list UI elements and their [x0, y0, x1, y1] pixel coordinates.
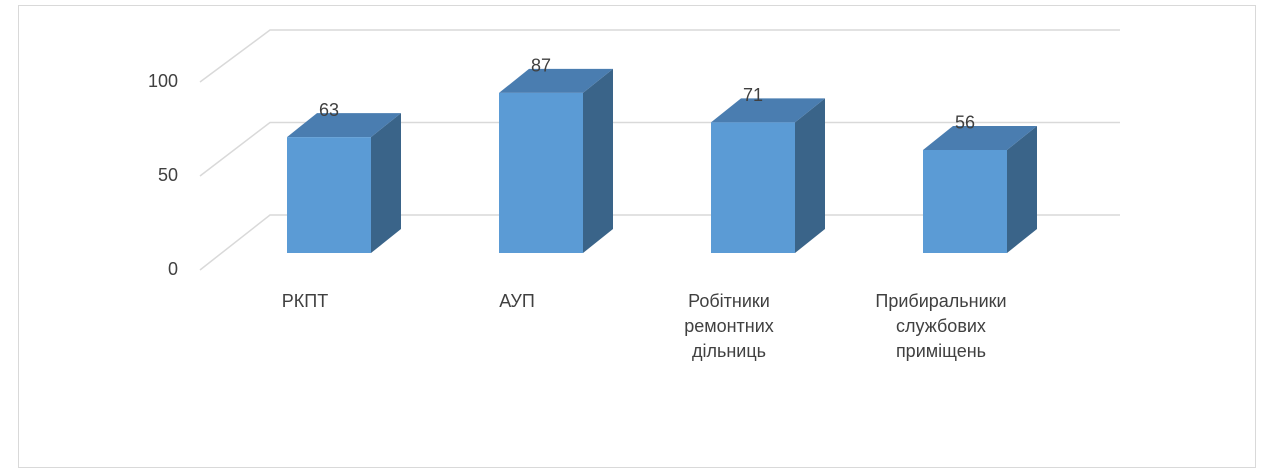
x-tick-label: РКПТ [281, 291, 329, 311]
bar-top [711, 98, 825, 123]
x-tick-label: Робітники ремонтних дільниць [684, 291, 774, 361]
y-tick-label: 100 [148, 71, 178, 91]
bar [711, 98, 825, 253]
bar-top [923, 125, 1037, 150]
bar-side [795, 98, 825, 253]
bar-front [711, 122, 795, 253]
bar-side [371, 113, 401, 253]
value-label: 87 [531, 56, 551, 76]
value-label: 71 [743, 85, 763, 105]
chart-border [18, 5, 1256, 468]
bar-front [923, 149, 1007, 253]
value-label: 63 [319, 100, 339, 120]
y-tick-label: 0 [168, 259, 178, 279]
x-tick-label: АУП [499, 291, 535, 311]
x-tick-label: Прибиральники службових приміщень [875, 291, 1007, 361]
bar [923, 125, 1037, 253]
grid-line [199, 29, 1120, 83]
bar-top [287, 113, 401, 138]
bar-front [287, 137, 371, 253]
grid-line [199, 214, 1120, 271]
grid-line [199, 121, 1120, 177]
bar-side [583, 68, 613, 253]
value-label: 56 [955, 113, 975, 133]
bar [287, 113, 401, 253]
bar-top [499, 68, 613, 93]
bar-side [1007, 125, 1037, 253]
bar-front [499, 92, 583, 253]
y-tick-label: 50 [158, 165, 178, 185]
bar [499, 68, 613, 253]
